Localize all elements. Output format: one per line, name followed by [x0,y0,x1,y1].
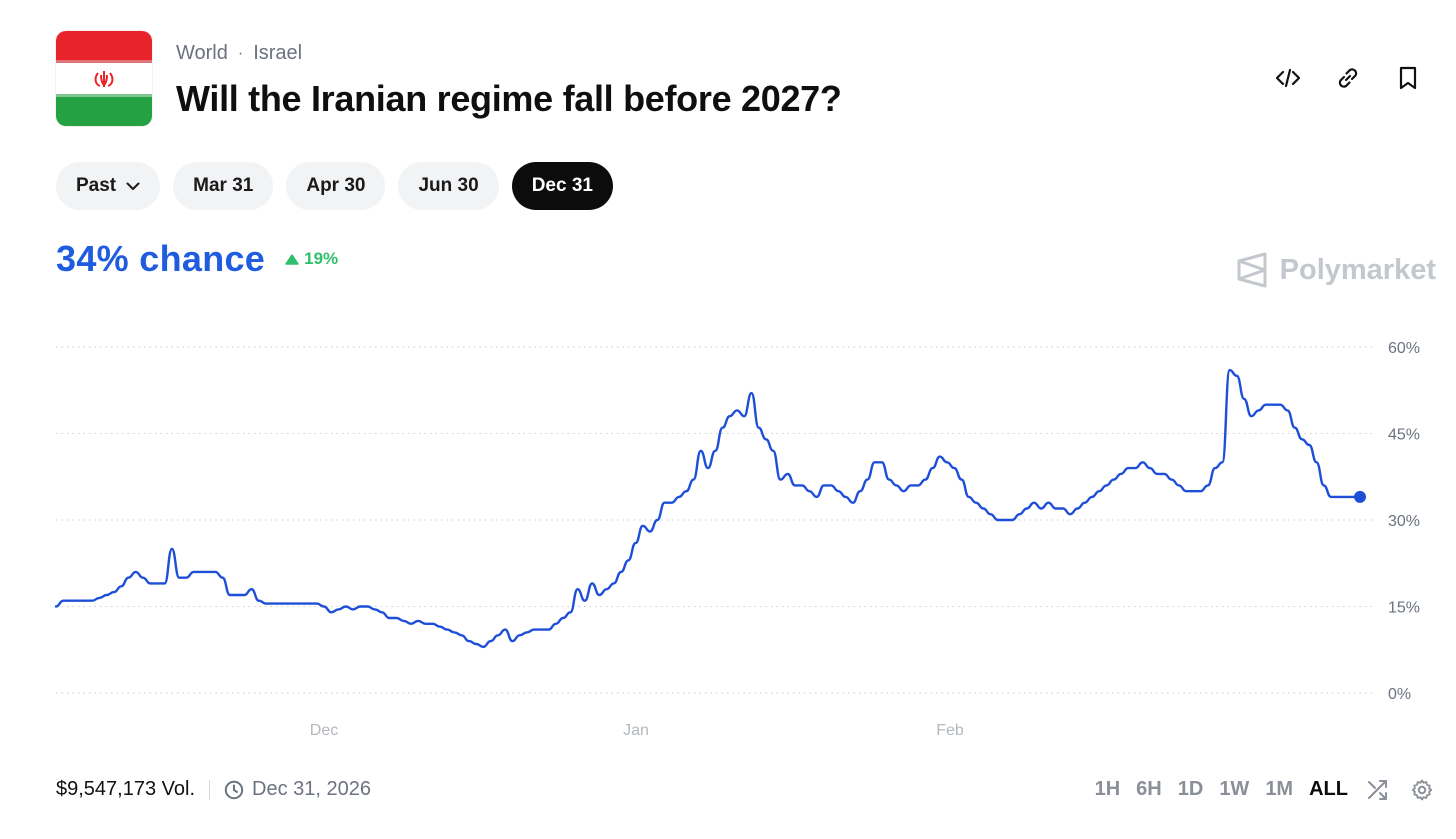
tab-dec-31[interactable]: Dec 31 [511,162,613,210]
tab-apr-30[interactable]: Apr 30 [286,162,386,210]
tab-past-label: Past [76,175,117,196]
x-tick-label: Jan [623,722,649,739]
link-icon [1338,68,1358,88]
y-tick-label: 15% [1388,600,1420,617]
breadcrumb-world[interactable]: World [176,42,228,64]
change-value: 19% [304,249,339,268]
range-6h[interactable]: 6H [1136,778,1162,800]
range-1w[interactable]: 1W [1219,778,1250,800]
market-info: $9,547,173 Vol. Dec 31, 2026 [56,778,371,801]
breadcrumb-israel[interactable]: Israel [253,42,303,64]
range-1m[interactable]: 1M [1265,778,1294,800]
divider [209,779,211,800]
bookmark-icon [1399,66,1417,90]
volume-text: $9,547,173 Vol. [56,778,196,800]
market-image [56,31,152,126]
change-badge: 19% [285,249,338,269]
chart-grid [56,346,1375,694]
x-tick-label: Feb [936,722,964,739]
triangle-up-icon [285,253,299,265]
current-value-dot [1354,490,1366,503]
gear-icon [1411,779,1433,800]
copy-link-button[interactable] [1330,60,1366,96]
tab-mar-31[interactable]: Mar 31 [173,162,274,210]
shuffle-button[interactable] [1364,776,1392,804]
market-actions [1270,60,1426,96]
chevron-down-icon [126,182,140,190]
settings-button[interactable] [1408,776,1436,804]
tab-jun-30[interactable]: Jun 30 [398,162,499,210]
polymarket-logo-icon [1237,252,1267,288]
chance-summary: 34% chance 19% [56,238,338,280]
clock-icon [224,780,244,799]
breadcrumb: World · Israel [176,42,302,65]
range-all[interactable]: ALL [1309,778,1348,800]
y-tick-label: 45% [1388,427,1420,444]
shuffle-icon [1368,779,1387,800]
x-tick-label: Dec [310,722,338,739]
range-1h[interactable]: 1H [1094,778,1121,800]
end-date: Dec 31, 2026 [224,778,371,801]
chance-value: 34% chance [56,238,266,279]
y-tick-label: 0% [1388,686,1411,703]
page-title: Will the Iranian regime fall before 2027… [176,78,842,119]
end-date-text: Dec 31, 2026 [252,778,371,800]
y-axis: 0% 15% 30% 45% 60% [1388,340,1420,703]
x-axis: Dec Jan Feb [310,722,964,739]
code-icon [1275,68,1301,88]
polymarket-watermark: Polymarket [1236,252,1436,288]
date-tabs: Past Mar 31 Apr 30 Jun 30 Dec 31 [56,162,613,210]
iran-flag-image [56,31,152,126]
tab-past[interactable]: Past [56,162,161,210]
range-1d[interactable]: 1D [1177,778,1204,800]
embed-button[interactable] [1270,60,1306,96]
y-tick-label: 60% [1388,340,1420,357]
y-tick-label: 30% [1388,513,1420,530]
bookmark-button[interactable] [1390,60,1426,96]
time-range-selector: 1H 6H 1D 1W 1M ALL [1095,774,1436,805]
series-line [54,368,1362,649]
breadcrumb-separator: · [237,44,244,62]
brand-name: Polymarket [1279,253,1436,286]
price-chart[interactable]: 0% 15% 30% 45% 60% Dec Jan Feb [0,320,1456,750]
